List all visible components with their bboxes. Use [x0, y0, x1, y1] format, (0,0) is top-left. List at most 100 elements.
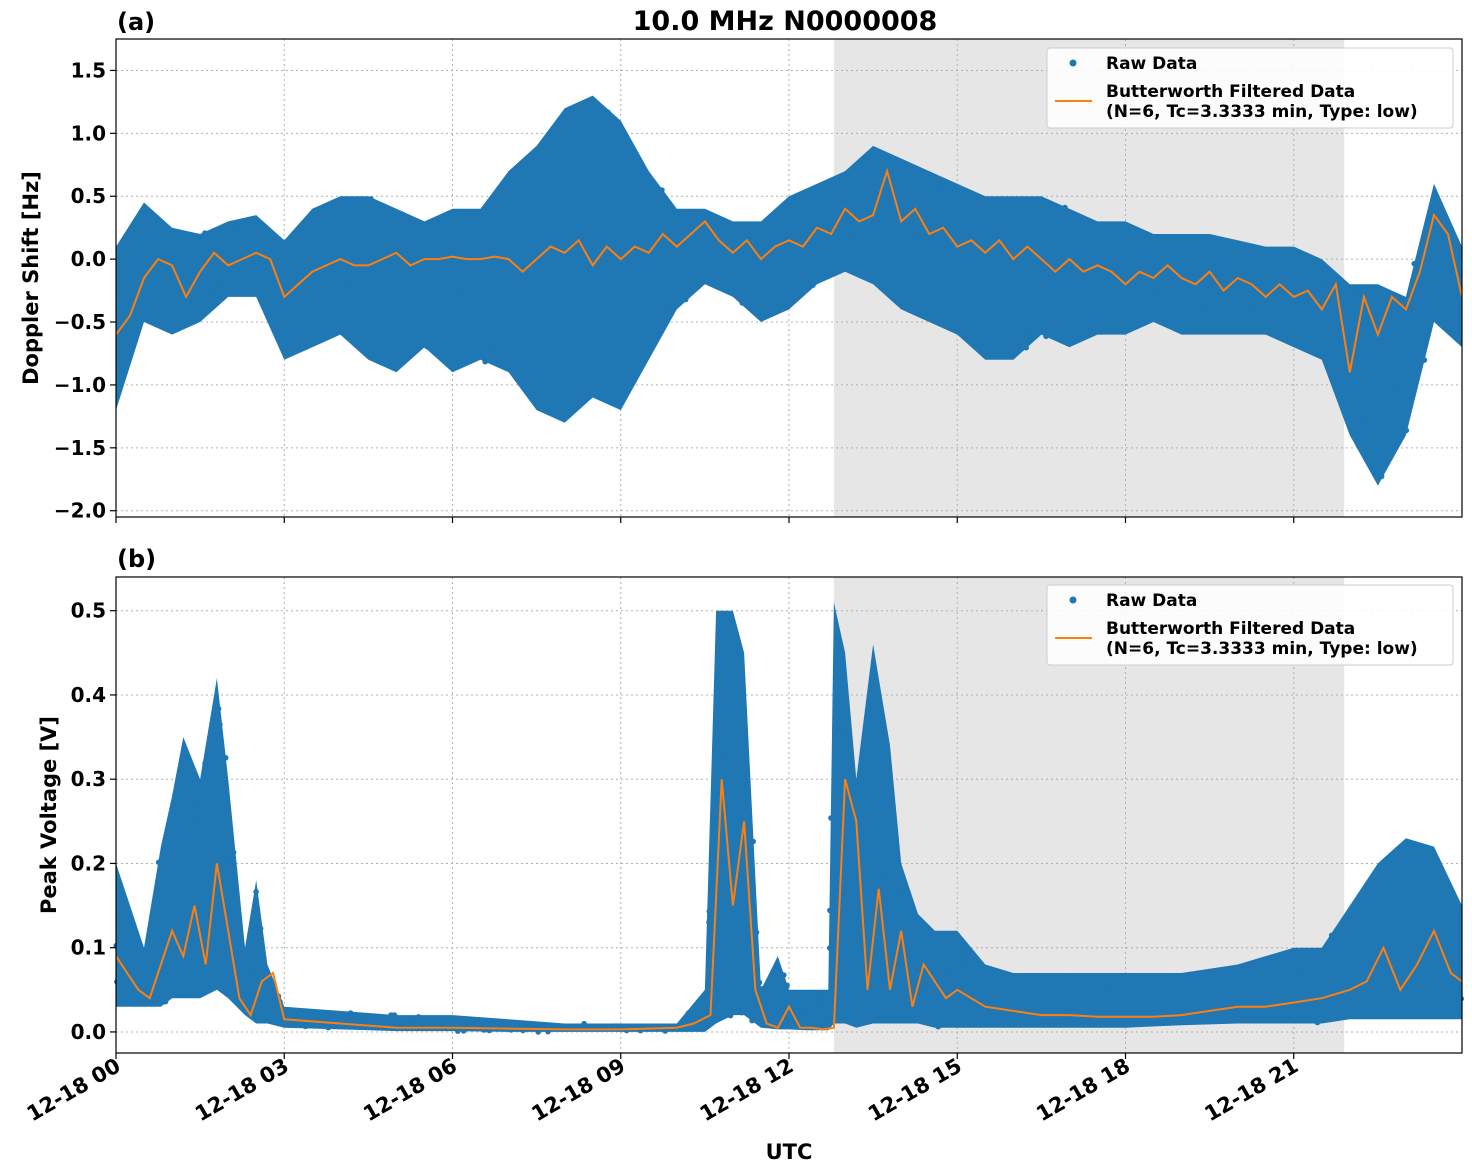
raw-data-point — [1184, 1004, 1190, 1011]
raw-data-point — [612, 137, 618, 144]
raw-data-point — [193, 802, 200, 808]
raw-data-point — [852, 973, 859, 980]
raw-data-point — [212, 278, 219, 285]
raw-data-point — [1105, 984, 1112, 991]
raw-data-point — [1173, 975, 1180, 982]
raw-data-point — [959, 943, 966, 949]
raw-data-point — [706, 919, 712, 925]
raw-data-point — [1023, 344, 1029, 351]
raw-data-point — [1181, 988, 1187, 995]
raw-data-point — [720, 667, 727, 674]
raw-data-point — [938, 311, 945, 318]
raw-data-point — [1046, 1004, 1053, 1010]
y-tick-label: 0.3 — [71, 767, 106, 791]
raw-data-point — [856, 809, 862, 816]
raw-data-point — [960, 951, 966, 958]
raw-data-point — [1200, 306, 1207, 312]
y-tick-label: −1.0 — [54, 373, 106, 397]
raw-data-point — [1111, 315, 1117, 322]
y-tick-label: −1.5 — [54, 436, 106, 460]
raw-data-point — [1448, 320, 1454, 327]
raw-data-point — [825, 181, 831, 188]
raw-data-point — [1255, 303, 1261, 309]
raw-data-point — [192, 816, 198, 822]
raw-data-point — [1021, 1000, 1027, 1006]
raw-data-point — [149, 232, 155, 238]
raw-data-point — [1353, 289, 1360, 296]
raw-data-point — [733, 950, 739, 957]
raw-data-point — [451, 310, 458, 317]
raw-data-point — [868, 196, 874, 203]
raw-data-point — [719, 749, 726, 756]
raw-data-point — [565, 135, 571, 142]
raw-data-point — [1000, 974, 1006, 981]
raw-data-point — [801, 263, 807, 270]
raw-data-point — [418, 312, 425, 319]
raw-data-point — [1299, 309, 1305, 315]
raw-data-point — [605, 109, 611, 116]
raw-data-point — [125, 295, 132, 301]
raw-data-point — [1274, 271, 1281, 278]
raw-data-point — [525, 239, 532, 245]
raw-data-point — [763, 998, 770, 1005]
raw-data-point — [1098, 294, 1104, 301]
panel-a-ylabel: Doppler Shift [Hz] — [19, 171, 43, 385]
raw-data-point — [162, 998, 169, 1005]
raw-data-point — [1065, 222, 1072, 229]
raw-data-point — [771, 254, 777, 261]
raw-data-point — [783, 296, 789, 302]
raw-data-point — [670, 232, 677, 239]
raw-data-point — [1024, 330, 1030, 337]
raw-data-point — [253, 904, 260, 910]
raw-data-point — [937, 184, 943, 191]
raw-data-point — [630, 366, 636, 373]
raw-data-point — [1328, 932, 1335, 939]
raw-data-point — [1323, 282, 1330, 289]
raw-data-point — [155, 997, 161, 1004]
raw-data-point — [157, 271, 163, 278]
raw-data-point — [343, 280, 350, 287]
raw-data-point — [662, 1028, 668, 1034]
raw-data-point — [248, 933, 254, 940]
raw-data-point — [1159, 248, 1166, 254]
raw-data-point — [549, 150, 555, 156]
raw-data-point — [843, 742, 849, 748]
y-tick-label: 1.0 — [71, 121, 106, 145]
raw-data-point — [706, 908, 713, 914]
raw-data-point — [929, 1014, 936, 1020]
raw-data-point — [705, 1020, 711, 1027]
raw-data-point — [1041, 290, 1047, 297]
raw-data-point — [725, 278, 731, 285]
legend-filtered-params: (N=6, Tc=3.3333 min, Type: low) — [1106, 639, 1418, 659]
raw-data-point — [738, 1009, 745, 1016]
raw-data-point — [1406, 843, 1412, 849]
raw-data-point — [1218, 309, 1225, 316]
raw-data-point — [915, 256, 922, 262]
panel-a-doppler: (a) 1.5 1.0 0.5 0.0 −0.5 −1.0 −1.5 −2.0 Doppler… — [19, 8, 1463, 523]
raw-data-point — [1430, 893, 1436, 900]
raw-data-point — [904, 889, 911, 896]
raw-data-point — [749, 1017, 755, 1024]
raw-data-point — [679, 251, 686, 257]
raw-data-point — [1163, 276, 1170, 283]
raw-data-point — [790, 993, 797, 999]
raw-data-point — [874, 185, 880, 192]
raw-data-point — [397, 240, 403, 246]
raw-data-point — [1320, 962, 1326, 969]
raw-data-point — [1180, 980, 1186, 986]
raw-data-point — [850, 233, 856, 239]
raw-data-point — [155, 859, 162, 866]
raw-data-point — [1316, 286, 1322, 292]
raw-data-point — [1137, 230, 1144, 237]
raw-data-point — [1355, 999, 1362, 1006]
raw-data-point — [979, 298, 985, 304]
raw-data-point — [879, 242, 886, 248]
raw-data-point — [201, 248, 208, 255]
raw-data-point — [769, 290, 776, 297]
raw-data-point — [196, 303, 202, 309]
legend-filtered-label: Butterworth Filtered Data — [1106, 82, 1355, 102]
raw-data-point — [1364, 418, 1371, 425]
raw-data-point — [196, 964, 203, 970]
raw-data-point — [603, 193, 610, 199]
raw-data-point — [846, 194, 852, 200]
